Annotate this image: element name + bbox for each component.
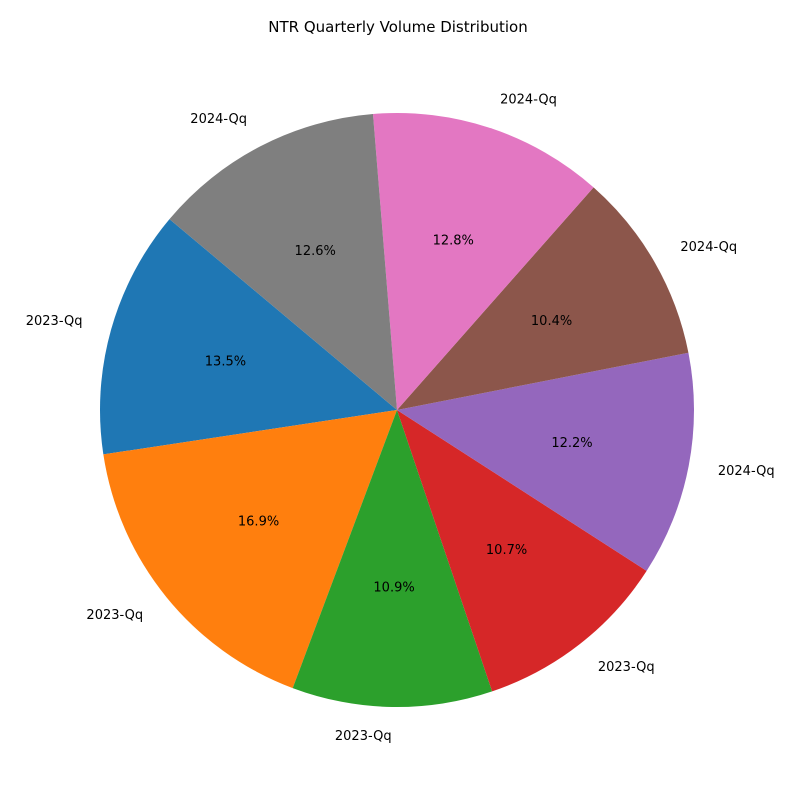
pie-slice-8 [169,113,397,410]
slice-label-2: 2023-Qq [86,608,143,623]
pie-slice-6 [397,187,689,410]
slice-percent-6: 10.4% [531,314,572,329]
slice-label-7: 2024-Qq [500,93,557,108]
slice-percent-7: 12.8% [433,233,474,248]
chart-title: NTR Quarterly Volume Distribution [268,18,527,36]
slice-label-4: 2023-Qq [598,660,655,675]
pie-slice-5 [397,352,694,571]
slice-percent-8: 12.6% [295,244,336,259]
pie-slice-1 [100,219,398,455]
pie-slice-4 [397,410,647,692]
slice-label-1: 2023-Qq [26,314,83,329]
slices-group [100,112,694,707]
slice-label-3: 2023-Qq [335,729,392,744]
slice-percent-2: 16.9% [238,515,279,530]
pie-slice-7 [372,112,594,410]
slice-percent-3: 10.9% [373,581,414,596]
labels-group: 2023-Qq 13.5% 2023-Qq 16.9% 2023-Qq 10.9% 2023… [26,93,775,745]
pie-slice-2 [103,410,397,689]
pie-slice-3 [292,410,493,707]
slice-label-6: 2024-Qq [680,240,737,255]
slice-label-8: 2024-Qq [190,112,247,127]
slice-percent-4: 10.7% [486,543,527,558]
slice-percent-5: 12.2% [551,436,592,451]
slice-percent-1: 13.5% [205,354,246,369]
slice-label-5: 2024-Qq [718,464,775,479]
